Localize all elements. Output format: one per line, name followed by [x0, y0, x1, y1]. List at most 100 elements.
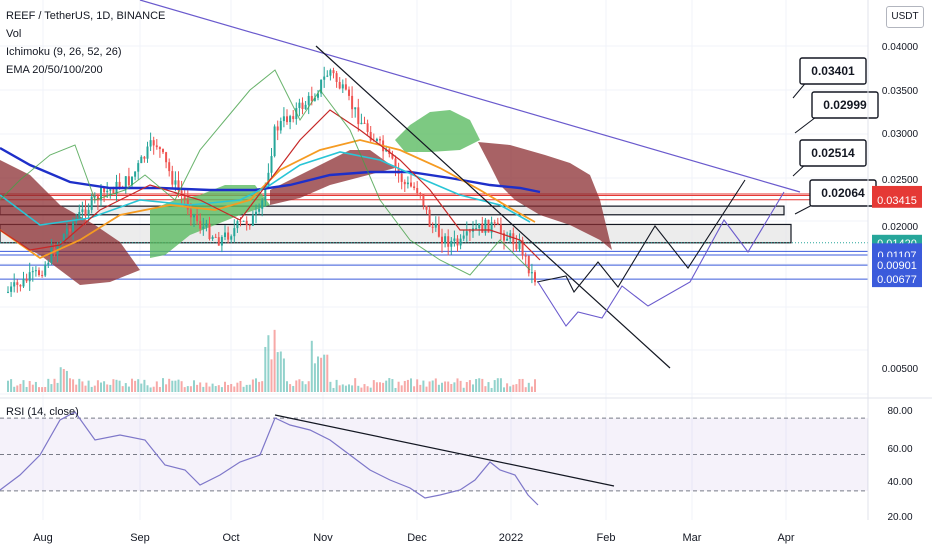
candle-body — [453, 238, 456, 241]
annotation-callout: 0.02514 — [792, 139, 867, 177]
volume-bar — [317, 356, 319, 392]
volume-bar — [487, 382, 490, 392]
candle-body — [227, 232, 230, 240]
candle-body — [292, 116, 295, 120]
volume-bar — [273, 329, 276, 392]
volume-bar — [242, 386, 245, 392]
volume-bar — [313, 363, 316, 392]
ema-200-line — [0, 146, 541, 194]
volume-bar — [224, 381, 226, 392]
candle-body — [261, 200, 264, 209]
volume-bar — [196, 384, 199, 392]
volume-bar — [410, 378, 412, 392]
volume-bar — [211, 383, 214, 392]
price-tick-label: 0.02000 — [882, 222, 919, 233]
candle-body — [239, 221, 242, 223]
volume-bar — [357, 385, 360, 392]
volume-bar — [341, 384, 344, 392]
candle-body — [289, 116, 292, 123]
volume-bar — [177, 379, 180, 392]
callout-text: 0.03401 — [811, 64, 855, 78]
volume-bar — [62, 369, 65, 392]
currency-button[interactable]: USDT — [886, 6, 924, 28]
volume-bar — [307, 381, 310, 392]
volume-bar — [351, 385, 354, 392]
volume-bar — [400, 385, 403, 392]
volume-bar — [338, 385, 341, 392]
candle-body — [344, 84, 347, 90]
candle-body — [304, 104, 307, 110]
volume-bar — [363, 384, 366, 392]
volume-bar — [255, 378, 257, 392]
candle-body — [149, 140, 152, 147]
candle-body — [112, 189, 115, 194]
candle-body — [69, 228, 71, 232]
volume-bar — [478, 378, 481, 392]
volume-bars — [7, 329, 536, 392]
candle-body — [416, 187, 419, 193]
candle-body — [168, 162, 171, 172]
candle-body — [320, 79, 323, 94]
volume-bar — [425, 386, 428, 392]
volume-bar — [286, 381, 288, 392]
volume-bar — [81, 381, 84, 392]
candle-body — [475, 228, 478, 230]
candle-body — [38, 270, 40, 276]
volume-bar — [304, 384, 307, 392]
rsi-trendline — [274, 414, 615, 487]
volume-bar — [530, 386, 533, 392]
volume-bar — [264, 346, 267, 392]
volume-bar — [326, 354, 329, 392]
volume-bar — [431, 380, 434, 392]
volume-bar — [434, 378, 437, 392]
candle-body — [437, 224, 440, 237]
projection-black — [536, 179, 746, 294]
candle-body — [31, 271, 34, 273]
candle-body — [360, 122, 363, 125]
time-tick-label: Apr — [777, 532, 794, 544]
volume-bar — [279, 351, 282, 392]
candle-body — [462, 235, 465, 239]
volume-bar — [521, 378, 524, 392]
volume-bar — [329, 381, 332, 392]
chikou-line — [0, 69, 531, 276]
candle-body — [41, 275, 44, 277]
volume-bar — [459, 380, 462, 392]
volume-bar — [220, 387, 223, 392]
volume-bar — [41, 387, 44, 392]
candle-body — [78, 212, 81, 219]
candle-body — [509, 233, 512, 239]
volume-bar — [416, 379, 419, 392]
candle-body — [379, 138, 381, 141]
volume-bar — [276, 352, 279, 392]
time-tick-label: Oct — [222, 532, 239, 544]
candle-body — [84, 209, 87, 217]
candle-body — [165, 152, 168, 163]
volume-bar — [481, 378, 484, 392]
candle-body — [298, 102, 301, 108]
candle-body — [391, 154, 394, 159]
callout-box — [811, 91, 879, 119]
volume-bar — [158, 386, 161, 392]
candle-body — [307, 95, 310, 105]
trendline-black — [315, 45, 671, 369]
cloud-green — [395, 110, 480, 152]
candle-body — [534, 272, 536, 283]
volume-bar — [239, 380, 242, 392]
volume-bar — [149, 387, 152, 392]
candle-body — [279, 121, 282, 131]
candle-body — [459, 238, 462, 246]
price-tick-label: 0.03000 — [882, 129, 919, 140]
volume-bar — [214, 386, 217, 392]
candle-body — [326, 75, 329, 77]
volume-bar — [298, 379, 301, 392]
candle-body — [124, 176, 127, 189]
candle-body — [357, 107, 360, 125]
volume-bar — [72, 379, 75, 392]
volume-bar — [134, 380, 137, 392]
volume-bar — [137, 379, 140, 392]
volume-bar — [301, 381, 304, 392]
candle-body — [444, 236, 447, 244]
